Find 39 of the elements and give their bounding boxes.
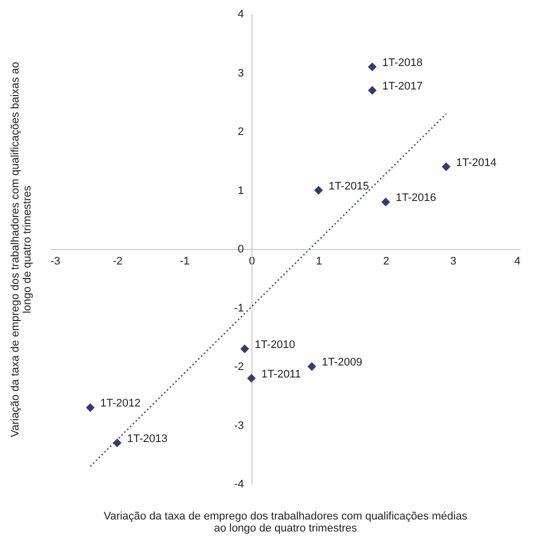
y-tick-label: 2 bbox=[238, 126, 244, 138]
point bbox=[308, 362, 316, 371]
point bbox=[368, 86, 377, 95]
point bbox=[86, 403, 95, 412]
annotation: 1T-2012 bbox=[100, 398, 141, 410]
x-tick-label: 0 bbox=[248, 256, 255, 268]
point bbox=[381, 198, 390, 206]
x-tick-label: 1 bbox=[316, 256, 322, 268]
annotation: 1T-2017 bbox=[382, 80, 423, 92]
y-axis-title: Variação da taxa de emprego dos trabalhadores com qualificações baixas ao longo de quatro trimestres bbox=[10, 62, 34, 438]
x-tick-label: 3 bbox=[450, 256, 456, 268]
point bbox=[240, 344, 250, 354]
x-tick-label: 2 bbox=[383, 256, 390, 268]
x-tick-label: 4 bbox=[514, 256, 520, 268]
annotation: 1T-2011 bbox=[261, 368, 301, 380]
annotation: 1T-2016 bbox=[396, 192, 436, 204]
annotation: 1T-2015 bbox=[328, 180, 369, 192]
point bbox=[314, 186, 323, 195]
x-axis-title: Variação da taxa de emprego dos trabalhadores com qualificações médias ao longo de quatro trimestres bbox=[104, 510, 468, 534]
annotation: 1T-2013 bbox=[127, 432, 168, 445]
x-tick-label: -2 bbox=[112, 256, 123, 268]
annotation: 1T-2010 bbox=[254, 338, 296, 351]
y-tick-label: 1 bbox=[238, 184, 244, 197]
y-tick-label: -1 bbox=[234, 302, 244, 314]
y-tick-label: -3 bbox=[234, 420, 244, 432]
x-tick-label: -3 bbox=[50, 256, 60, 268]
x-tick-label: -1 bbox=[180, 256, 190, 268]
annotation: 1T-2018 bbox=[382, 56, 423, 69]
point bbox=[368, 62, 377, 72]
y-tick-label: 3 bbox=[238, 67, 244, 80]
annotation: 1T-2009 bbox=[322, 356, 362, 368]
point bbox=[112, 438, 122, 448]
y-tick-label: -4 bbox=[234, 478, 244, 490]
annotation: 1T-2014 bbox=[456, 156, 497, 169]
y-tick-label: 4 bbox=[238, 8, 244, 20]
point bbox=[442, 162, 450, 172]
point bbox=[247, 374, 256, 383]
y-tick-label: -2 bbox=[234, 361, 244, 373]
y-tick-label: 0 bbox=[238, 244, 244, 256]
